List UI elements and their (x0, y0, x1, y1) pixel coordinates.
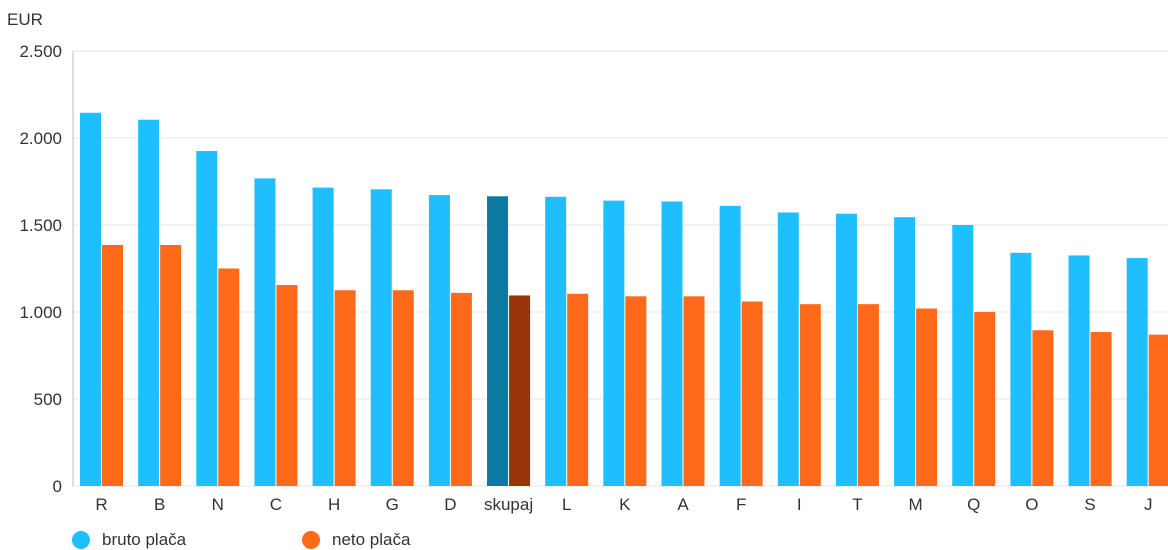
legend-label-neto: neto plača (332, 530, 411, 549)
y-tick-label: 500 (34, 390, 62, 409)
bar-neto-D (450, 292, 472, 486)
bar-bruto-C (254, 178, 276, 487)
bar-neto-I (799, 304, 821, 486)
bar-neto-K (625, 296, 647, 486)
x-tick-label: K (619, 495, 631, 514)
bar-bruto-I (777, 212, 799, 487)
bar-neto-J (1148, 334, 1168, 486)
bar-bruto-L (545, 196, 567, 486)
y-tick-label: 0 (53, 477, 62, 496)
bar-bruto-H (312, 187, 334, 486)
bar-bruto-K (603, 200, 625, 486)
bar-bruto-O (1010, 252, 1032, 486)
bar-neto-B (160, 245, 182, 486)
x-tick-label: I (797, 495, 802, 514)
x-tick-label: G (386, 495, 399, 514)
x-tick-label: J (1144, 495, 1153, 514)
y-axis: 0 500 1.000 1.500 2.000 2.500 (19, 42, 74, 496)
bar-bruto-T (835, 213, 857, 486)
x-tick-label: C (270, 495, 282, 514)
bar-bruto-S (1068, 255, 1090, 486)
unit-label: EUR (7, 10, 43, 29)
bar-neto-Q (974, 312, 996, 486)
bar-neto-C (276, 285, 298, 486)
x-tick-label: D (444, 495, 456, 514)
y-tick-label: 1.000 (19, 303, 62, 322)
y-tick-label: 1.500 (19, 216, 62, 235)
bar-neto-T (857, 304, 879, 486)
bar-neto-N (218, 268, 240, 486)
x-tick-label: Q (967, 495, 980, 514)
bar-neto-A (683, 296, 705, 486)
bar-neto-R (102, 245, 123, 486)
x-tick-label: N (212, 495, 224, 514)
bars (80, 112, 1168, 487)
bar-bruto-Q (952, 225, 974, 486)
y-tick-label: 2.000 (19, 129, 62, 148)
bar-neto-F (741, 301, 763, 486)
bar-bruto-M (894, 217, 916, 487)
bar-bruto-skupaj (487, 196, 509, 487)
bar-neto-M (916, 308, 938, 486)
x-tick-label: O (1025, 495, 1038, 514)
bar-bruto-R (80, 112, 101, 487)
x-tick-label: S (1084, 495, 1095, 514)
bar-bruto-F (719, 205, 741, 487)
bar-bruto-J (1126, 258, 1148, 486)
x-tick-label: A (677, 495, 689, 514)
x-tick-label: B (154, 495, 165, 514)
legend-item-bruto: bruto plača (72, 530, 302, 550)
legend: bruto plača neto plača (72, 530, 532, 550)
x-tick-label: H (328, 495, 340, 514)
legend-item-neto: neto plača (302, 530, 532, 550)
x-tick-label: R (95, 495, 107, 514)
bar-neto-S (1090, 332, 1112, 486)
x-tick-label: F (736, 495, 746, 514)
bar-bruto-G (370, 189, 392, 486)
bar-neto-O (1032, 330, 1054, 486)
legend-marker-bruto (72, 531, 90, 549)
bar-neto-skupaj (509, 295, 531, 486)
x-tick-label: skupaj (484, 495, 533, 514)
bar-bruto-N (196, 151, 218, 487)
legend-label-bruto: bruto plača (102, 530, 187, 549)
bar-neto-L (567, 293, 589, 486)
x-tick-label: M (909, 495, 923, 514)
bar-neto-G (392, 290, 414, 486)
bar-bruto-A (661, 201, 683, 486)
x-tick-label: L (562, 495, 571, 514)
bar-bruto-B (138, 119, 160, 486)
bar-neto-H (334, 290, 356, 486)
y-tick-label: 2.500 (19, 42, 62, 61)
legend-marker-neto (302, 531, 320, 549)
bar-bruto-D (428, 195, 450, 486)
x-tick-label: T (852, 495, 862, 514)
